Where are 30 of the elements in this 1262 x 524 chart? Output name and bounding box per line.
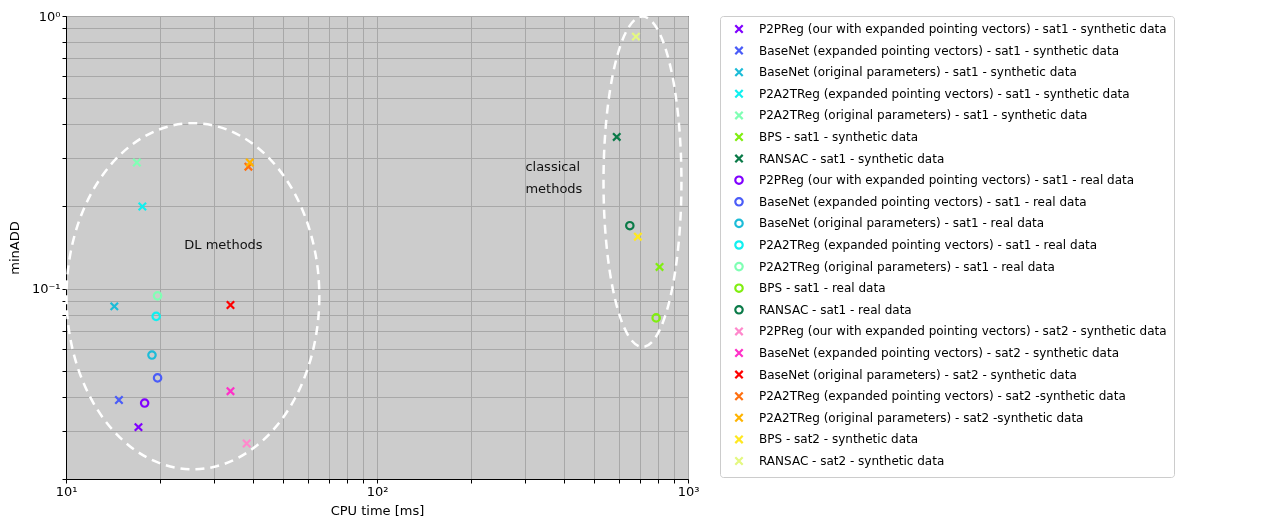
legend-label: BPS - sat1 - synthetic data <box>759 130 919 144</box>
legend-label: BaseNet (expanded pointing vectors) - sat2 - synthetic data <box>759 346 1120 360</box>
annotation: DL methods <box>184 236 263 252</box>
annotation: classical methods <box>525 158 583 196</box>
legend-label: BaseNet (expanded pointing vectors) - sat1 - real data <box>759 194 1087 209</box>
legend-label: P2PReg (our with expanded pointing vectors) - sat1 - real data <box>759 173 1135 188</box>
legend-label: BaseNet (expanded pointing vectors) - sat1 - synthetic data <box>759 43 1120 58</box>
legend-label: BaseNet (original parameters) - sat1 - synthetic data <box>759 65 1077 80</box>
legend-label: P2PReg (our with expanded pointing vectors) - sat1 - synthetic data <box>759 22 1167 36</box>
legend-label: RANSAC - sat2 - synthetic data <box>759 454 945 468</box>
x-tick-label: 10³ <box>677 483 700 499</box>
legend-label: P2PReg (our with expanded pointing vectors) - sat2 - synthetic data <box>759 324 1167 339</box>
legend-label: BaseNet (original parameters) - sat2 - synthetic data <box>759 367 1077 382</box>
legend-label: P2A2TReg (original parameters) - sat1 - real data <box>759 259 1055 274</box>
legend-label: P2A2TReg (original parameters) - sat1 - synthetic data <box>759 108 1088 123</box>
y-tick-label: 10⁻¹ <box>31 281 61 297</box>
y-tick-label: 10⁰ <box>38 8 61 24</box>
legend-label: P2A2TReg (original parameters) - sat2 -synthetic data <box>759 410 1084 425</box>
legend-label: RANSAC - sat1 - synthetic data <box>759 151 945 166</box>
legend-label: BPS - sat2 - synthetic data <box>759 432 919 447</box>
legend-label: RANSAC - sat1 - real data <box>759 302 912 317</box>
legend-label: P2A2TReg (expanded pointing vectors) - sat2 -synthetic data <box>759 389 1126 404</box>
y-axis-title: minADD <box>6 221 22 275</box>
x-tick-label: 10² <box>366 483 389 499</box>
legend-label: P2A2TReg (expanded pointing vectors) - sat1 - synthetic data <box>759 86 1130 101</box>
legend-label: BPS - sat1 - real data <box>759 281 886 296</box>
x-axis-title: CPU time [ms] <box>330 502 425 518</box>
legend-label: P2A2TReg (expanded pointing vectors) - sat1 - real data <box>759 238 1098 252</box>
legend-label: BaseNet (original parameters) - sat1 - real data <box>759 216 1045 231</box>
x-tick-label: 10¹ <box>55 483 78 499</box>
